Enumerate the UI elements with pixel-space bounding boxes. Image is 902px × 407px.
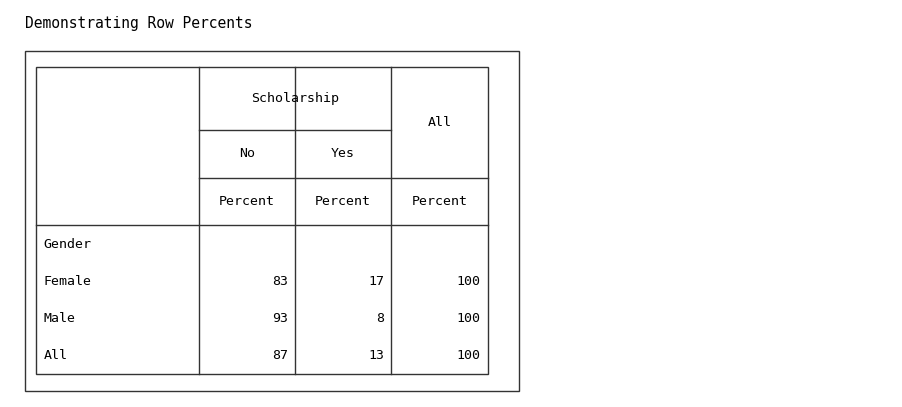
Text: 13: 13 <box>368 349 384 362</box>
Text: Scholarship: Scholarship <box>251 92 339 105</box>
Text: Male: Male <box>43 312 75 325</box>
Text: 100: 100 <box>456 275 481 288</box>
Text: Percent: Percent <box>315 195 371 208</box>
Text: Percent: Percent <box>411 195 467 208</box>
Text: Gender: Gender <box>43 238 91 251</box>
Text: 8: 8 <box>376 312 384 325</box>
Text: All: All <box>428 116 452 129</box>
Text: 100: 100 <box>456 312 481 325</box>
Text: Yes: Yes <box>331 147 355 160</box>
Text: Percent: Percent <box>219 195 275 208</box>
Text: All: All <box>43 349 68 362</box>
Text: No: No <box>239 147 255 160</box>
Text: 83: 83 <box>272 275 288 288</box>
Text: 100: 100 <box>456 349 481 362</box>
Text: 17: 17 <box>368 275 384 288</box>
Text: Female: Female <box>43 275 91 288</box>
Text: 93: 93 <box>272 312 288 325</box>
Text: 87: 87 <box>272 349 288 362</box>
Text: Demonstrating Row Percents: Demonstrating Row Percents <box>25 16 253 31</box>
